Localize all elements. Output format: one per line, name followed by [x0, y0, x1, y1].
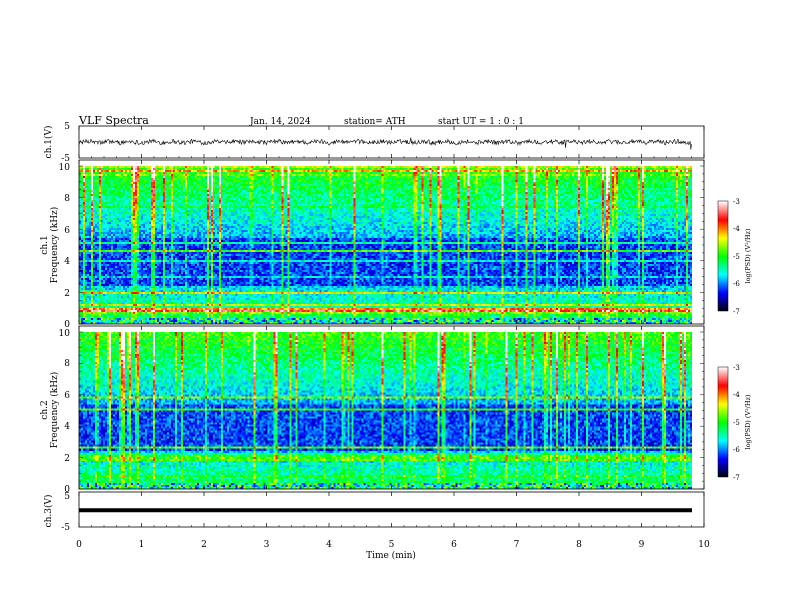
x-tick-label: 9 — [639, 540, 645, 550]
ch1-freq-tick-4: 4 — [64, 257, 70, 267]
x-tick-label: 3 — [264, 540, 270, 550]
ch1-waveform-line — [78, 137, 692, 150]
ch1-colorbar-label: log(PSD) (V²/Hz) — [744, 228, 752, 283]
ch1-freq-tick-8: 8 — [64, 194, 70, 204]
ch2-spectrogram-image — [79, 332, 692, 489]
ch1-cb-tick-m7: -7 — [733, 308, 740, 316]
time-axis-label: Time (min) — [366, 550, 416, 561]
ch2-cb-tick-m7: -7 — [733, 474, 740, 482]
x-tick-label: 5 — [389, 540, 395, 550]
ch3-ytick-top: 5 — [64, 492, 70, 502]
x-tick-label: 7 — [514, 540, 520, 550]
ch2-freq-tick-6: 6 — [64, 391, 70, 401]
ch1-freq-tick-2: 2 — [64, 289, 70, 299]
time-axis-ticks — [78, 126, 705, 527]
ch3-ylabel: ch.3(V) — [43, 495, 54, 528]
ch2-colorbar-label: log(PSD) (V²/Hz) — [744, 394, 752, 449]
date-label: Jan. 14, 2024 — [249, 117, 311, 127]
ch2-spectrogram-ylabel-line1: ch.2 — [40, 400, 50, 419]
ch1-spectrogram-ylabel-line2: Frequency (kHz) — [49, 207, 60, 284]
x-tick-label: 0 — [76, 540, 82, 550]
x-tick-label: 8 — [576, 540, 582, 550]
ch2-colorbar-frame — [717, 366, 729, 478]
ch1-spectrogram-image — [79, 166, 692, 324]
x-tick-label: 4 — [326, 540, 332, 550]
start-ut-label: start UT = 1 : 0 : 1 — [438, 117, 524, 127]
ch1-cb-tick-m3: -3 — [733, 198, 740, 206]
ch2-spectrogram-ylabel-line2: Frequency (kHz) — [49, 372, 60, 449]
ch1-cb-tick-m5: -5 — [733, 253, 740, 261]
figure-title: VLF Spectra — [78, 114, 149, 127]
ch2-cb-tick-m6: -6 — [733, 446, 740, 454]
ch2-cb-tick-m4: -4 — [733, 391, 740, 399]
ch2-freq-tick-8: 8 — [64, 359, 70, 369]
ch1-colorbar-frame — [717, 200, 729, 312]
ch2-freq-tick-0: 0 — [64, 485, 70, 495]
ch1-cb-tick-m6: -6 — [733, 280, 740, 288]
ch2-cb-tick-m5: -5 — [733, 419, 740, 427]
x-tick-label: 6 — [451, 540, 457, 550]
ch2-cb-tick-m3: -3 — [733, 364, 740, 372]
ch3-waveform-panel: 5 -5 ch.3(V) — [43, 491, 705, 533]
ch1-ytick-bottom: -5 — [61, 154, 70, 164]
ch1-freq-tick-10: 10 — [59, 163, 71, 173]
ch2-colorbar — [718, 367, 728, 477]
ch2-freq-tick-10: 10 — [59, 329, 71, 339]
ch2-spectrogram-panel: 0 2 4 6 8 10 ch.2 Frequency (kHz) -3 -4 … — [40, 325, 752, 495]
ch2-spectrogram-yticks: 0 2 4 6 8 10 — [59, 329, 71, 495]
x-tick-label: 2 — [201, 540, 207, 550]
ch1-spectrogram-ylabel-line1: ch.1 — [40, 235, 50, 254]
x-tick-label: 1 — [139, 540, 145, 550]
ch1-spectrogram-yticks: 0 2 4 6 8 10 — [59, 163, 71, 330]
station-label: station= ATH — [344, 117, 406, 127]
ch1-freq-tick-0: 0 — [64, 320, 70, 330]
ch1-spectrogram-panel: 0 2 4 6 8 10 ch.1 Frequency (kHz) -3 -4 … — [40, 159, 752, 330]
ch2-freq-tick-2: 2 — [64, 454, 70, 464]
ch1-waveform-panel: 5 -5 ch.1(V) — [43, 122, 705, 164]
ch1-freq-tick-6: 6 — [64, 226, 70, 236]
ch2-freq-tick-4: 4 — [64, 422, 70, 432]
ch1-cb-tick-m4: -4 — [733, 225, 740, 233]
time-axis-labels: 0 1 2 3 4 5 6 7 8 9 10 — [76, 540, 710, 550]
ch1-colorbar — [718, 201, 728, 311]
ch1-ytick-top: 5 — [64, 122, 70, 132]
ch1-ylabel: ch.1(V) — [43, 126, 54, 159]
ch3-ytick-bottom: -5 — [61, 523, 70, 533]
x-tick-label: 10 — [698, 540, 710, 550]
